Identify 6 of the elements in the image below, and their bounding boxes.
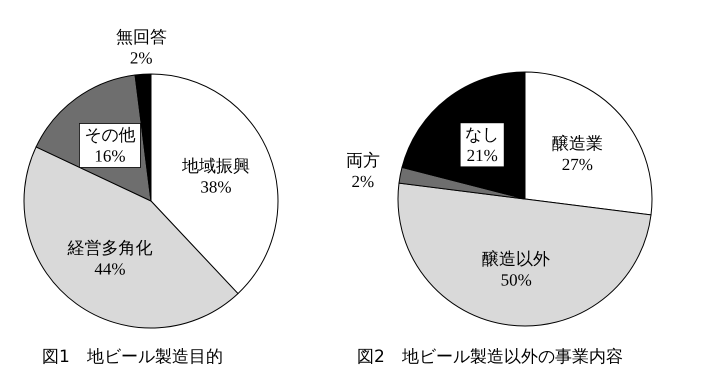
title: 図2 地ビール製造以外の事業内容: [357, 347, 623, 367]
data-label: 16%: [94, 146, 126, 166]
slice-label: なし: [465, 124, 500, 144]
title: 図1 地ビール製造目的: [42, 347, 223, 367]
slice-label: その他: [84, 125, 136, 144]
data-label: 21%: [466, 146, 498, 165]
